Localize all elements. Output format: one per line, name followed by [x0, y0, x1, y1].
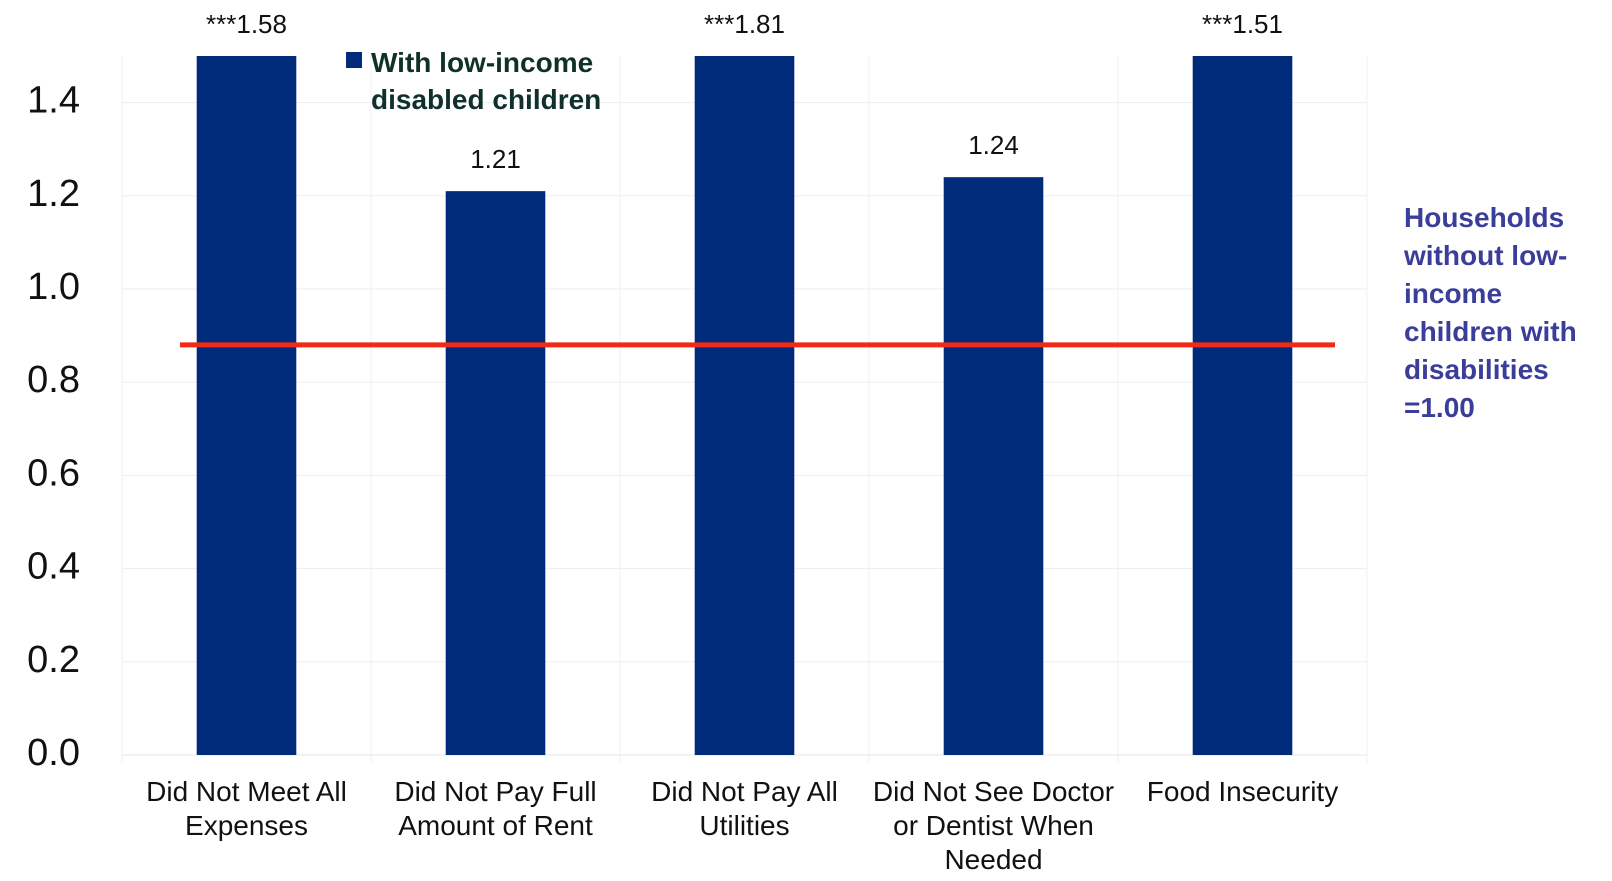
bar	[196, 56, 297, 755]
y-tick-label: 0.8	[27, 359, 80, 401]
x-tick-label: Did Not Pay All Utilities	[651, 776, 838, 841]
reference-annotation: Households without low-income children w…	[1404, 202, 1577, 423]
y-tick-label: 0.0	[27, 732, 80, 774]
y-tick-label: 1.0	[27, 266, 80, 308]
bar	[694, 56, 795, 755]
data-label: ***1.81	[704, 9, 785, 39]
y-tick-label: 0.4	[27, 546, 80, 588]
data-label: ***1.51	[1202, 9, 1283, 39]
legend-swatch	[346, 52, 362, 68]
y-tick-label: 1.4	[27, 80, 80, 122]
legend-label: With low-income disabled children	[371, 47, 602, 115]
y-tick-label: 0.6	[27, 452, 80, 494]
x-tick-label: Did Not Meet All Expenses	[146, 776, 347, 841]
data-label: 1.21	[470, 144, 521, 174]
bar	[1192, 56, 1293, 755]
data-label: 1.24	[968, 130, 1019, 160]
x-tick-label: Did Not See Doctor or Dentist When Neede…	[872, 776, 1115, 875]
y-tick-label: 0.2	[27, 639, 80, 681]
x-tick-label: Food Insecurity	[1146, 776, 1339, 807]
x-tick-label: Did Not Pay Full Amount of Rent	[394, 776, 597, 841]
bar	[943, 177, 1044, 755]
bar	[445, 191, 546, 755]
y-tick-label: 1.2	[27, 173, 80, 215]
data-label: ***1.58	[206, 9, 287, 39]
